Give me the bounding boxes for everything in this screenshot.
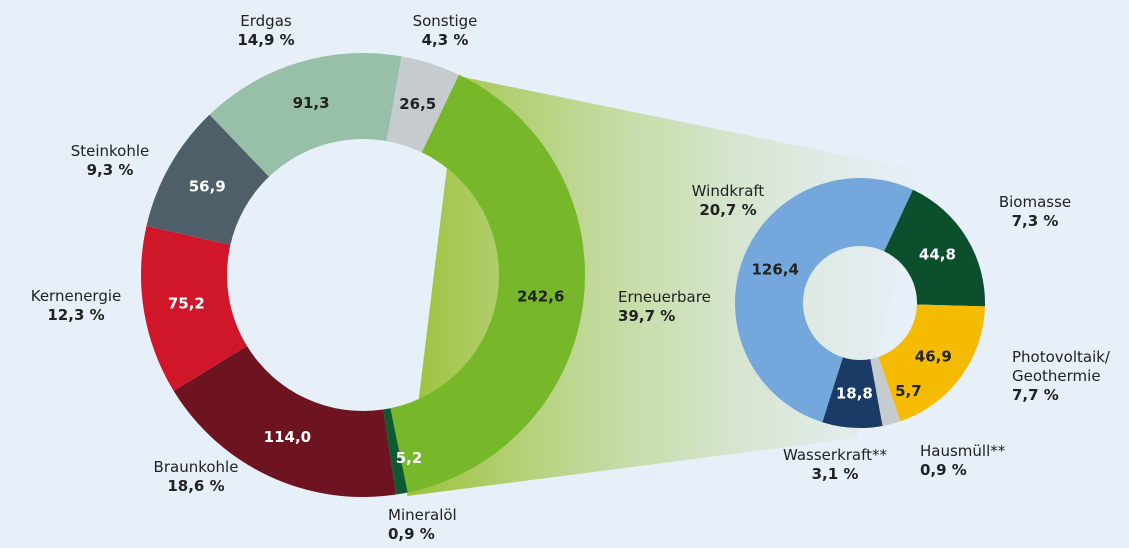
percentage-label: 4,3 % xyxy=(421,31,469,49)
category-label: Kernenergie 12,3 % xyxy=(31,287,122,325)
category-name: Steinkohle xyxy=(70,142,150,160)
category-name: Erdgas xyxy=(240,12,292,30)
category-label: Steinkohle 9,3 % xyxy=(71,142,150,180)
slice xyxy=(209,52,402,177)
slice xyxy=(735,178,913,423)
percentage-label: 7,3 % xyxy=(1011,212,1059,230)
category-name: Braunkohle xyxy=(153,458,239,476)
value-label: 44,8 xyxy=(919,246,956,264)
value-label: 5,7 xyxy=(895,382,922,400)
percentage-label: 9,3 % xyxy=(86,161,134,179)
category-label: Mineralöl 0,9 % xyxy=(388,506,457,544)
value-label: 18,8 xyxy=(836,384,873,402)
slice xyxy=(146,114,269,245)
value-label: 46,9 xyxy=(915,347,952,365)
category-name: Hausmüll** xyxy=(920,442,1006,460)
percentage-label: 20,7 % xyxy=(699,201,757,219)
category-label: Photovoltaik/ Geothermie 7,7 % xyxy=(1012,348,1122,405)
category-label: Hausmüll** 0,9 % xyxy=(920,442,1005,480)
category-label: Erdgas 14,9 % xyxy=(237,12,294,50)
value-label: 5,2 xyxy=(396,449,423,467)
value-label: 242,6 xyxy=(517,287,564,305)
percentage-label: 0,9 % xyxy=(920,461,967,479)
value-label: 114,0 xyxy=(264,428,311,446)
category-label: Sonstige 4,3 % xyxy=(413,12,478,50)
percentage-label: 18,6 % xyxy=(167,477,225,495)
slice xyxy=(141,225,248,391)
category-label: Biomasse 7,3 % xyxy=(999,193,1071,231)
category-name: Sonstige xyxy=(412,12,478,30)
slice xyxy=(870,356,901,426)
category-label: Erneuerbare 39,7 % xyxy=(618,288,711,326)
category-name: Kernenergie xyxy=(30,287,122,305)
slice xyxy=(386,56,459,153)
value-label: 56,9 xyxy=(189,177,226,195)
slice xyxy=(173,346,397,497)
value-label: 75,2 xyxy=(168,295,205,313)
category-name: Photovoltaik/ Geothermie xyxy=(1012,348,1110,385)
percentage-label: 39,7 % xyxy=(618,307,676,325)
slice xyxy=(383,408,408,495)
percentage-label: 3,1 % xyxy=(811,465,859,483)
slice xyxy=(822,357,883,428)
percentage-label: 14,9 % xyxy=(237,31,295,49)
category-name: Windkraft xyxy=(691,182,765,200)
category-name: Wasserkraft** xyxy=(782,446,888,464)
slice xyxy=(884,189,986,307)
percentage-label: 0,9 % xyxy=(388,525,435,543)
value-label: 26,5 xyxy=(399,95,436,113)
category-label: Wasserkraft** 3,1 % xyxy=(783,446,887,484)
percentage-label: 12,3 % xyxy=(47,306,105,324)
value-label: 91,3 xyxy=(293,94,330,112)
category-label: Braunkohle 18,6 % xyxy=(154,458,239,496)
category-name: Erneuerbare xyxy=(618,288,711,306)
category-label: Windkraft 20,7 % xyxy=(692,182,765,220)
percentage-label: 7,7 % xyxy=(1012,386,1059,404)
category-name: Biomasse xyxy=(998,193,1072,211)
slice xyxy=(878,304,985,422)
slice xyxy=(390,74,585,493)
value-label: 126,4 xyxy=(751,260,798,278)
category-name: Mineralöl xyxy=(388,506,457,524)
